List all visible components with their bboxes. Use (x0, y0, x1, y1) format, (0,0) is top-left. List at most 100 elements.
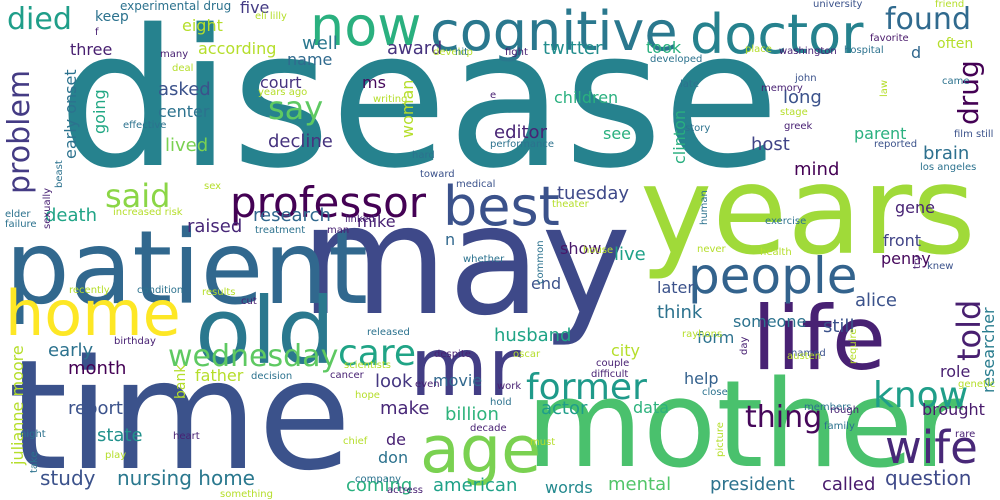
word: data (633, 398, 670, 417)
word: writing (373, 94, 408, 105)
word: john (795, 73, 817, 84)
word: tuesday (557, 183, 630, 204)
word: problem (2, 70, 37, 195)
word: genetic (958, 379, 996, 390)
word: de (386, 430, 406, 449)
word: make (380, 398, 430, 419)
word: late (680, 79, 699, 90)
word: theater (552, 199, 589, 210)
word: end (531, 274, 562, 293)
word: night (20, 429, 46, 440)
word: mind (794, 159, 840, 180)
word: center (158, 102, 210, 121)
word: early onset (61, 69, 80, 159)
word: three (70, 40, 113, 59)
word: human (699, 190, 710, 225)
word: president (710, 474, 795, 495)
word: now (310, 0, 422, 58)
word: try (912, 255, 923, 269)
word: sexually (42, 188, 53, 230)
word: n (445, 230, 456, 249)
word: lived (165, 135, 209, 156)
word: take (29, 451, 40, 473)
word: develop (433, 47, 473, 58)
word: company (355, 474, 402, 485)
word: sex (204, 181, 222, 192)
word: performance (490, 139, 555, 150)
word: gene (895, 198, 935, 217)
word: look (375, 371, 413, 392)
word: cut (241, 296, 257, 307)
word: parent (854, 124, 907, 143)
word: mr (410, 321, 521, 414)
word: disease (58, 0, 780, 210)
word: city (611, 341, 640, 360)
word: story (685, 123, 711, 134)
word: often (937, 36, 974, 52)
word: patient (5, 209, 368, 328)
word: see (603, 124, 632, 143)
word: said (105, 177, 171, 215)
word: decline (268, 131, 333, 152)
word: eight (182, 16, 223, 35)
word: don (378, 448, 409, 467)
word: favorite (870, 33, 909, 44)
word: released (367, 327, 410, 338)
word: life (752, 287, 887, 390)
word: increased risk (113, 207, 183, 218)
word: austen (787, 351, 822, 362)
word: university (813, 0, 863, 10)
word: rayhons (682, 329, 723, 340)
word: beast (54, 160, 65, 188)
word: nursing home (117, 466, 255, 490)
word: effective (123, 120, 167, 131)
word: birthday (114, 336, 156, 347)
word: rare (955, 429, 976, 440)
word: scientists (344, 360, 392, 371)
word: washington (779, 46, 837, 57)
word: play (105, 450, 127, 461)
word: brought (922, 400, 985, 419)
word: asked (158, 79, 211, 100)
word: exercise (765, 216, 807, 227)
word: condition (137, 285, 184, 296)
word: developed (650, 54, 703, 65)
word: best (443, 175, 560, 238)
word: found (885, 2, 971, 37)
word: going (90, 89, 109, 134)
word: hope (355, 390, 380, 401)
word: think (657, 302, 703, 323)
word: hard (412, 150, 435, 161)
word: friend (935, 0, 965, 10)
word: may (300, 172, 632, 349)
word: close (702, 387, 728, 398)
word: years ago (258, 87, 308, 98)
word: professor (230, 178, 427, 227)
word: decision (251, 371, 293, 382)
word: say (268, 89, 324, 127)
word: oscar (513, 349, 541, 360)
word: stage (780, 107, 808, 118)
word: live (614, 244, 646, 265)
word: man (327, 225, 350, 236)
word: care (338, 333, 417, 374)
word: front (883, 231, 922, 250)
word: toward (420, 169, 455, 180)
word: drug (952, 60, 985, 125)
word: e (490, 90, 497, 101)
word: came (942, 76, 970, 87)
word: form (697, 328, 735, 347)
word: research (253, 205, 331, 226)
word: long (783, 87, 822, 108)
word: editor (494, 122, 547, 143)
word: died (7, 2, 72, 37)
word: state (97, 425, 143, 446)
word: deal (172, 63, 194, 74)
word: twitter (543, 38, 603, 59)
word: chief (343, 436, 368, 447)
word: well (302, 33, 338, 54)
word: place (745, 44, 772, 55)
word: alice (855, 290, 898, 311)
word: hit (455, 47, 469, 58)
word: took (646, 38, 682, 57)
